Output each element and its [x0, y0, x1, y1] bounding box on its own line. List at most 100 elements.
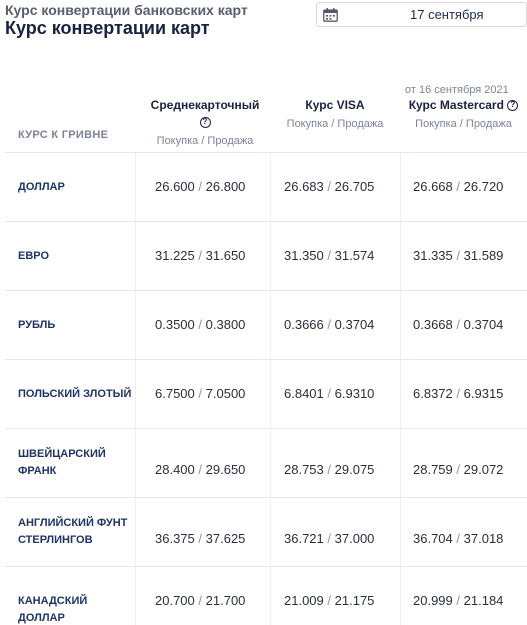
rate-value: 36.375 / 37.625: [155, 531, 245, 546]
buy-rate: 28.759: [413, 462, 453, 477]
buy-rate: 31.350: [284, 248, 324, 263]
sell-rate: 29.650: [205, 462, 246, 477]
column-divider: [135, 498, 136, 566]
column-divider: [135, 567, 136, 625]
currency-name: ЕВРО: [18, 250, 50, 262]
currency-name: АНГЛИЙСКИЙ ФУНТ СТЕРЛИНГОВ: [18, 517, 128, 546]
rate-separator: /: [198, 248, 203, 263]
table-row: ПОЛЬСКИЙ ЗЛОТЫЙ 6.7500 / 7.0500 6.8401 / 6…: [5, 359, 527, 428]
column-label: Курс Mastercard ?: [400, 98, 527, 112]
column-divider: [400, 360, 401, 428]
column-divider: [270, 360, 271, 428]
column-sub: Покупка / Продажа: [286, 118, 384, 130]
buy-rate: 6.7500: [155, 386, 195, 401]
sell-rate: 0.3704: [334, 317, 375, 332]
sell-rate: 29.072: [463, 462, 504, 477]
rate-value: 6.8372 / 6.9315: [413, 386, 503, 401]
rate-value: 0.3666 / 0.3704: [284, 317, 374, 332]
column-divider: [270, 291, 271, 359]
table-row: КАНАДСКИЙ ДОЛЛАР 20.700 / 21.700 21.009 / …: [5, 566, 527, 625]
help-icon[interactable]: ?: [507, 100, 519, 112]
rate-separator: /: [198, 179, 203, 194]
rate-value: 36.721 / 37.000: [284, 531, 374, 546]
sell-rate: 26.705: [334, 179, 375, 194]
column-divider: [135, 360, 136, 428]
date-picker[interactable]: 17 сентября: [316, 2, 527, 27]
buy-rate: 26.600: [155, 179, 195, 194]
rate-separator: /: [456, 593, 461, 608]
rate-value: 28.400 / 29.650: [155, 462, 245, 477]
rate-value: 20.700 / 21.700: [155, 593, 245, 608]
currency-name: ДОЛЛАР: [18, 181, 65, 193]
column-divider: [270, 222, 271, 290]
table-header: КУРС К ГРИВНЕ от 16 сентября 2021 Средне…: [5, 80, 527, 152]
buy-rate: 6.8372: [413, 386, 453, 401]
rate-separator: /: [456, 386, 461, 401]
column-header-average: Среднекарточный ? Покупка / Продажа: [140, 98, 270, 147]
buy-rate: 26.668: [413, 179, 453, 194]
sell-rate: 6.9310: [334, 386, 375, 401]
buy-rate: 20.700: [155, 593, 195, 608]
help-icon[interactable]: ?: [199, 117, 211, 129]
buy-rate: 36.375: [155, 531, 195, 546]
rate-separator: /: [198, 593, 203, 608]
table-row: РУБЛЬ 0.3500 / 0.3800 0.3666 / 0.3704 0.366…: [5, 290, 527, 359]
rate-separator: /: [198, 317, 203, 332]
rate-separator: /: [456, 179, 461, 194]
rate-separator: /: [198, 531, 203, 546]
currency-name: РУБЛЬ: [18, 319, 56, 331]
rate-value: 6.7500 / 7.0500: [155, 386, 245, 401]
rate-separator: /: [198, 462, 203, 477]
rate-separator: /: [327, 593, 332, 608]
sell-rate: 21.184: [463, 593, 504, 608]
sell-rate: 0.3800: [205, 317, 246, 332]
rate-separator: /: [327, 317, 332, 332]
sell-rate: 21.175: [334, 593, 375, 608]
rate-value: 31.350 / 31.574: [284, 248, 374, 263]
sell-rate: 31.574: [334, 248, 375, 263]
rate-value: 0.3500 / 0.3800: [155, 317, 245, 332]
sell-rate: 7.0500: [205, 386, 246, 401]
rate-separator: /: [327, 462, 332, 477]
rate-separator: /: [456, 317, 461, 332]
rate-separator: /: [327, 179, 332, 194]
row-header-label: КУРС К ГРИВНЕ: [18, 129, 109, 141]
page-title: Курс конвертации карт: [5, 18, 210, 38]
rate-value: 21.009 / 21.175: [284, 593, 374, 608]
rate-separator: /: [456, 248, 461, 263]
rates-table: КУРС К ГРИВНЕ от 16 сентября 2021 Средне…: [5, 80, 527, 625]
table-body: ДОЛЛАР 26.600 / 26.800 26.683 / 26.705 26.6…: [5, 152, 527, 625]
buy-rate: 0.3500: [155, 317, 195, 332]
table-row: ШВЕЙЦАРСКИЙ ФРАНК 28.400 / 29.650 28.753 /…: [5, 428, 527, 497]
rate-separator: /: [327, 531, 332, 546]
rate-value: 20.999 / 21.184: [413, 593, 503, 608]
column-divider: [135, 429, 136, 497]
buy-rate: 0.3668: [413, 317, 453, 332]
rate-value: 31.335 / 31.589: [413, 248, 503, 263]
column-divider: [135, 153, 136, 221]
rate-separator: /: [327, 386, 332, 401]
column-divider: [270, 498, 271, 566]
sell-rate: 37.000: [334, 531, 375, 546]
rate-value: 28.759 / 29.072: [413, 462, 503, 477]
buy-rate: 31.225: [155, 248, 195, 263]
column-divider: [400, 429, 401, 497]
rate-value: 6.8401 / 6.9310: [284, 386, 374, 401]
buy-rate: 20.999: [413, 593, 453, 608]
currency-name: ШВЕЙЦАРСКИЙ ФРАНК: [18, 448, 106, 477]
column-sub: Покупка / Продажа: [156, 135, 254, 147]
sell-rate: 29.075: [334, 462, 375, 477]
rate-value: 26.683 / 26.705: [284, 179, 374, 194]
buy-rate: 28.400: [155, 462, 195, 477]
column-divider: [270, 567, 271, 625]
buy-rate: 21.009: [284, 593, 324, 608]
column-label: Среднекарточный: [150, 98, 260, 112]
table-row: ЕВРО 31.225 / 31.650 31.350 / 31.574 31.335…: [5, 221, 527, 290]
rate-value: 26.668 / 26.720: [413, 179, 503, 194]
buy-rate: 26.683: [284, 179, 324, 194]
sell-rate: 6.9315: [463, 386, 504, 401]
column-divider: [400, 498, 401, 566]
table-row: АНГЛИЙСКИЙ ФУНТ СТЕРЛИНГОВ 36.375 / 37.62…: [5, 497, 527, 566]
column-divider: [400, 153, 401, 221]
column-label-text: Курс Mastercard: [408, 98, 504, 112]
